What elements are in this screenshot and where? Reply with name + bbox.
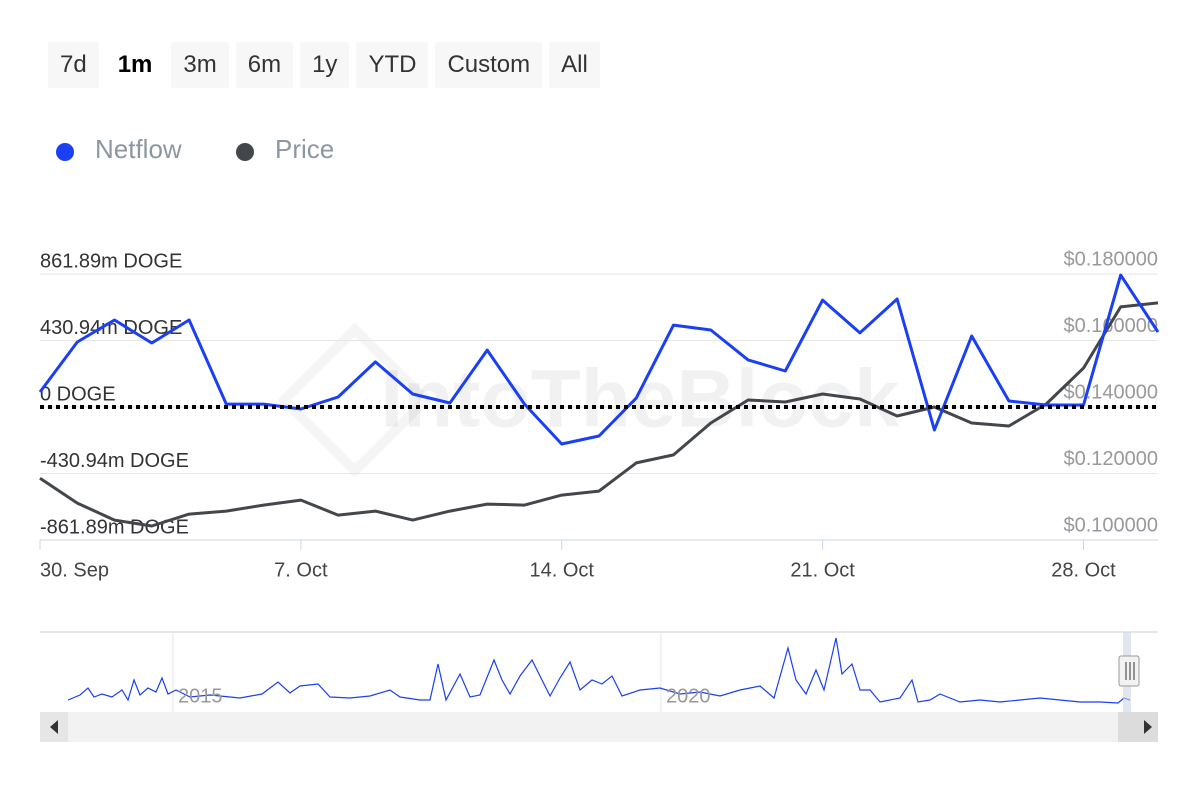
scroll-right-arrow xyxy=(1144,720,1152,734)
y-tick-label: 430.94m DOGE xyxy=(40,317,182,339)
range-button[interactable]: Custom xyxy=(435,42,543,88)
y2-tick-label: $0.120000 xyxy=(1063,448,1158,470)
navigator-line xyxy=(67,637,1131,704)
scroll-left-arrow xyxy=(50,720,58,734)
legend-label: Price xyxy=(275,134,334,164)
y-tick-label: -430.94m DOGE xyxy=(40,450,189,472)
x-tick-label: 14. Oct xyxy=(529,559,594,581)
y-tick-label: -861.89m DOGE xyxy=(40,516,189,538)
range-button[interactable]: 1m xyxy=(105,42,165,88)
x-tick-label: 21. Oct xyxy=(790,559,855,581)
navigator-label: 2015 xyxy=(178,685,223,707)
y-tick-label: 0 DOGE xyxy=(40,383,116,405)
x-tick-label: 28. Oct xyxy=(1051,559,1116,581)
y2-tick-label: $0.140000 xyxy=(1063,381,1158,403)
range-button[interactable]: 1y xyxy=(300,42,350,88)
legend-label: Netflow xyxy=(95,134,182,164)
watermark: IntoTheBlock xyxy=(380,354,900,445)
y-tick-label: 861.89m DOGE xyxy=(40,250,182,272)
x-tick-label: 7. Oct xyxy=(274,559,328,581)
range-button[interactable]: 6m xyxy=(235,42,294,88)
y2-tick-label: $0.180000 xyxy=(1063,248,1158,270)
range-button[interactable]: YTD xyxy=(356,42,429,88)
legend-marker xyxy=(236,143,254,161)
x-tick-label: 30. Sep xyxy=(40,559,109,581)
navigator-handle[interactable] xyxy=(1118,655,1140,687)
navigator-background xyxy=(40,632,1158,712)
scrollbar-track[interactable] xyxy=(40,712,1158,742)
navigator-label: 2020 xyxy=(666,685,711,707)
watermark-logo xyxy=(277,322,433,478)
range-selector: 7d 1m 3m 6m 1y YTD Custom All xyxy=(48,42,600,88)
range-button[interactable]: 3m xyxy=(171,42,229,88)
range-button[interactable]: 7d xyxy=(48,42,99,88)
series-line xyxy=(38,273,1160,446)
legend-marker xyxy=(56,143,74,161)
series-line xyxy=(39,301,1159,528)
range-button[interactable]: All xyxy=(549,42,600,88)
y2-tick-label: $0.100000 xyxy=(1063,514,1158,536)
